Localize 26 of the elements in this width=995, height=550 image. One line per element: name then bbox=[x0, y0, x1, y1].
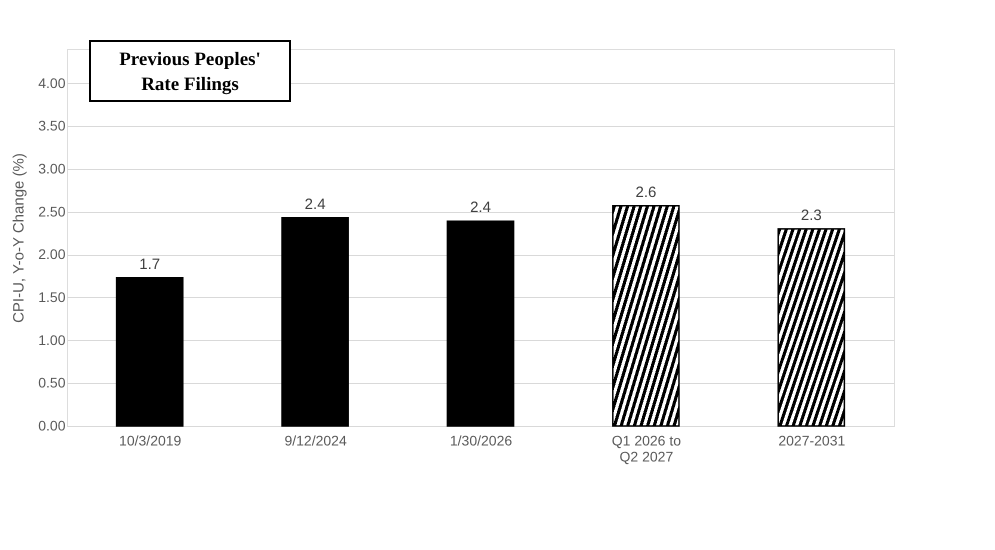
bar bbox=[777, 228, 846, 427]
bar bbox=[612, 205, 680, 427]
text: Previous Peoples' Rate Filings bbox=[119, 49, 261, 95]
bar bbox=[446, 220, 514, 427]
y-tick-label: 3.00 bbox=[38, 160, 66, 176]
bar bbox=[116, 277, 184, 427]
y-tick-label: 1.50 bbox=[38, 288, 66, 305]
data-label: 1.7 bbox=[139, 256, 160, 273]
y-tick-label: 2.00 bbox=[38, 246, 66, 262]
bar bbox=[281, 217, 349, 427]
data-label: 2.4 bbox=[304, 196, 326, 213]
data-label: 2.6 bbox=[635, 184, 656, 201]
y-tick-label: 0.50 bbox=[38, 374, 66, 391]
data-label: 2.3 bbox=[800, 206, 822, 224]
y-tick-label: 4.00 bbox=[38, 74, 66, 91]
y-axis-title: CPI-U, Y-o-Y Change (%) bbox=[10, 153, 28, 323]
x-tick-label: 10/3/2019 bbox=[119, 432, 182, 448]
x-tick-label: 2027-2031 bbox=[778, 432, 846, 448]
y-tick-label: 0.00 bbox=[38, 418, 66, 434]
x-tick-label: 1/30/2026 bbox=[450, 432, 512, 448]
data-label: 2.4 bbox=[470, 199, 491, 216]
y-tick-label: 3.50 bbox=[38, 118, 66, 134]
x-tick-label: 9/12/2024 bbox=[284, 432, 347, 448]
y-tick-label: 2.50 bbox=[38, 203, 66, 220]
x-tick-label: Q1 2026 to Q2 2027 bbox=[612, 432, 682, 464]
y-tick-label: 1.00 bbox=[38, 332, 66, 348]
